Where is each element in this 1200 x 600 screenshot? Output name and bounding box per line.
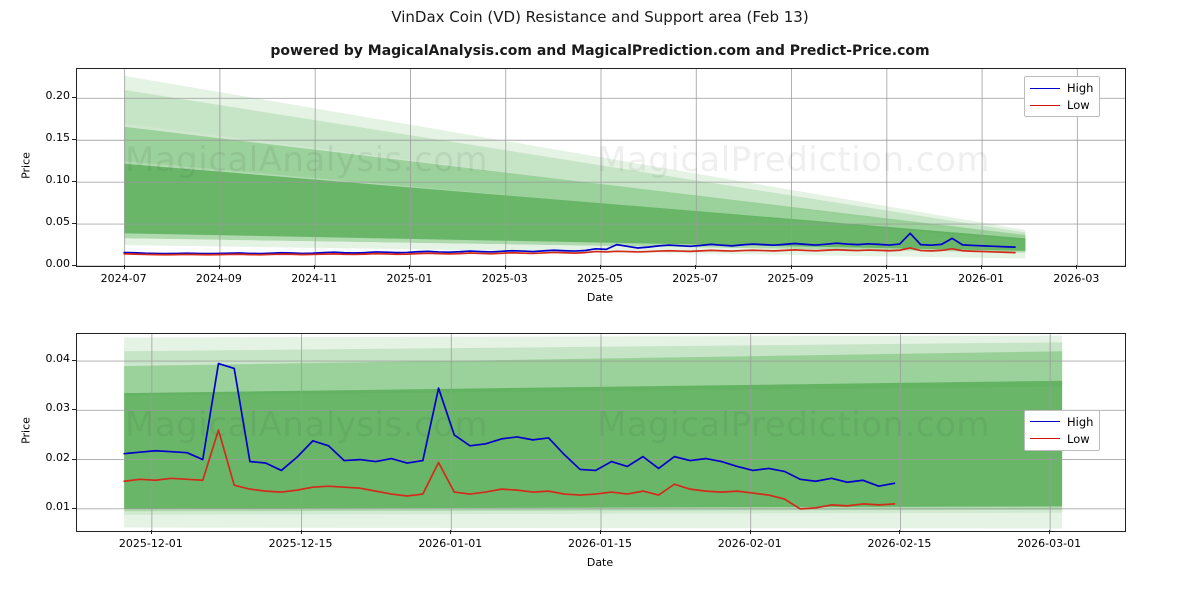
- legend-label-low: Low: [1067, 98, 1090, 112]
- x-tick-mark: [450, 530, 452, 534]
- legend-label-high: High: [1067, 414, 1094, 429]
- x-tick-label: 2025-01: [386, 272, 433, 285]
- x-tick-mark: [123, 265, 125, 269]
- x-tick-label: 2024-07: [100, 272, 147, 285]
- overview-legend[interactable]: High Low: [1024, 76, 1101, 117]
- legend-row-high: High: [1030, 415, 1093, 429]
- y-tick-mark: [72, 507, 76, 509]
- zoom-plot-svg: [77, 334, 1125, 531]
- x-tick-mark: [1049, 530, 1051, 534]
- x-tick-mark: [300, 530, 302, 534]
- x-tick-mark: [504, 265, 506, 269]
- x-tick-label: 2025-05: [577, 272, 623, 285]
- x-tick-label: 2026-02-15: [867, 537, 932, 550]
- x-tick-label: 2026-03-01: [1017, 537, 1082, 550]
- x-tick-mark: [600, 530, 601, 534]
- y-tick-mark: [72, 360, 76, 362]
- x-tick-label: 2024-09: [195, 272, 242, 285]
- overview-x-axis-label: Date: [586, 291, 614, 304]
- y-tick-label: 0.10: [45, 173, 71, 187]
- x-tick-mark: [218, 265, 220, 269]
- legend-row-low: Low: [1030, 98, 1093, 112]
- x-tick-mark: [600, 265, 601, 269]
- page-subtitle: powered by MagicalAnalysis.com and Magic…: [270, 43, 930, 59]
- zoom-x-axis-label: Date: [586, 556, 614, 569]
- x-tick-mark: [790, 265, 792, 269]
- x-tick-label: 2025-11: [862, 272, 909, 285]
- y-tick-mark: [72, 458, 76, 460]
- y-tick-label: 0.01: [45, 499, 71, 513]
- zoom-legend[interactable]: High Low: [1024, 409, 1101, 451]
- overview-plot-svg: [77, 69, 1125, 266]
- x-tick-mark: [314, 265, 316, 269]
- x-tick-label: 2025-03: [481, 272, 528, 285]
- x-tick-label: 2026-01-15: [568, 537, 632, 550]
- legend-line-low: [1030, 438, 1060, 439]
- x-tick-label: 2025-07: [672, 272, 719, 285]
- y-tick-mark: [72, 139, 76, 141]
- y-tick-label: 0.20: [45, 89, 71, 103]
- x-tick-mark: [409, 265, 411, 269]
- page-title: VinDax Coin (VD) Resistance and Support …: [391, 8, 809, 26]
- x-tick-label: 2026-01-01: [418, 537, 483, 550]
- x-tick-mark: [749, 530, 751, 534]
- x-tick-label: 2025-09: [767, 272, 814, 285]
- y-tick-label: 0.00: [45, 257, 71, 270]
- zoom-y-axis-label: Price: [19, 416, 33, 444]
- zoom-plot-area: MagicalAnalysis.com MagicalPrediction.co…: [76, 333, 1126, 532]
- y-tick-label: 0.04: [45, 352, 71, 366]
- legend-row-high: High: [1030, 81, 1093, 95]
- y-tick-mark: [72, 265, 76, 266]
- x-tick-label: 2026-03: [1053, 272, 1100, 285]
- x-tick-mark: [150, 530, 152, 534]
- legend-line-high: [1030, 87, 1060, 89]
- y-tick-mark: [72, 181, 76, 183]
- y-tick-label: 0.05: [45, 215, 71, 229]
- legend-label-high: High: [1067, 81, 1094, 95]
- y-tick-mark: [72, 409, 76, 411]
- x-tick-label: 2025-12-15: [268, 537, 333, 550]
- y-tick-mark: [72, 97, 76, 99]
- legend-line-high: [1030, 421, 1060, 422]
- x-tick-label: 2026-02-01: [717, 537, 782, 550]
- legend-row-low: Low: [1030, 432, 1093, 446]
- y-tick-label: 0.03: [45, 401, 71, 415]
- legend-label-low: Low: [1067, 431, 1090, 446]
- y-tick-mark: [72, 223, 76, 225]
- x-tick-mark: [695, 265, 697, 269]
- y-tick-label: 0.02: [45, 450, 71, 464]
- x-tick-label: 2024-11: [291, 272, 338, 285]
- legend-line-low: [1030, 104, 1060, 106]
- x-tick-mark: [1076, 265, 1078, 269]
- x-tick-label: 2025-12-01: [118, 537, 183, 550]
- x-tick-label: 2026-01: [958, 272, 1005, 285]
- y-tick-label: 0.15: [45, 131, 71, 145]
- x-tick-mark: [981, 265, 983, 269]
- x-tick-mark: [899, 530, 901, 534]
- x-tick-mark: [885, 265, 887, 269]
